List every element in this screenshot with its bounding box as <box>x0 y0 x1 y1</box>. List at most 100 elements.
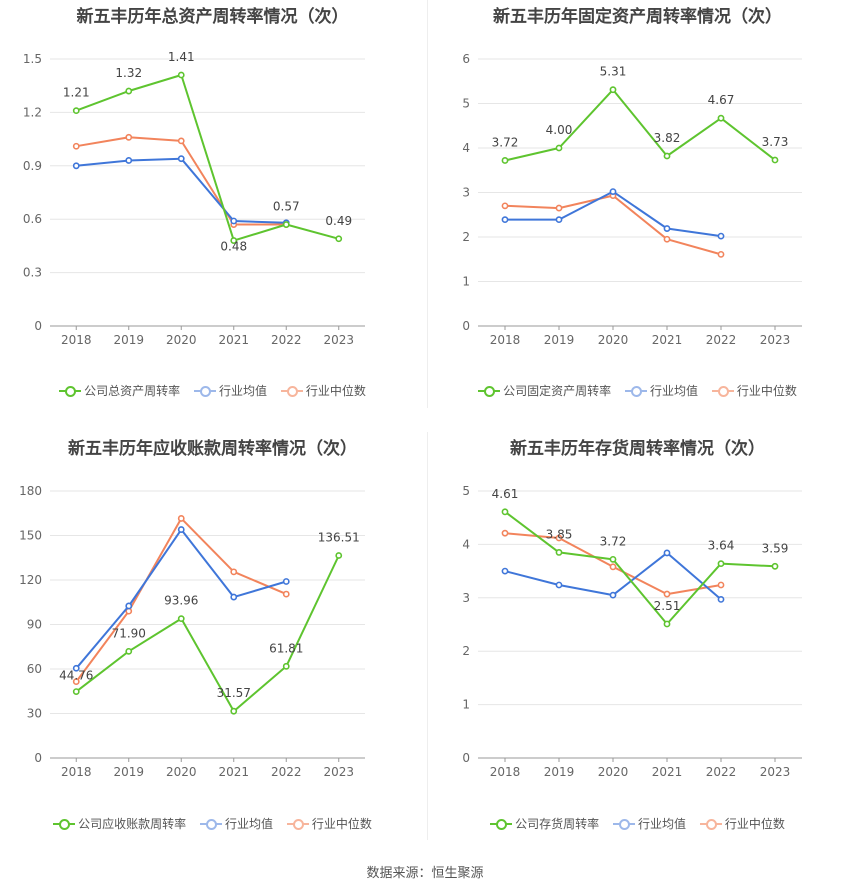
legend-marker-icon <box>699 818 722 830</box>
y-tick-label: 5 <box>462 97 470 111</box>
x-tick-label: 2021 <box>218 333 249 347</box>
data-label: 31.57 <box>217 686 251 700</box>
data-point-company <box>125 87 133 95</box>
data-point-median <box>72 142 80 150</box>
data-point-company <box>771 156 779 164</box>
legend-item-company[interactable]: 公司总资产周转率 <box>59 382 180 399</box>
y-tick-label: 0.3 <box>23 266 42 280</box>
legend-item-avg[interactable]: 行业均值 <box>624 382 698 399</box>
series-line-median <box>504 194 722 256</box>
data-point-avg <box>501 216 509 224</box>
x-tick-label: 2018 <box>490 765 521 779</box>
data-point-company <box>501 508 509 516</box>
x-tick-label: 2020 <box>598 333 629 347</box>
data-point-avg <box>125 602 133 610</box>
legend-item-company[interactable]: 公司存货周转率 <box>490 815 599 832</box>
chart-title: 新五丰历年固定资产周转率情况（次） <box>493 7 782 27</box>
x-tick-label: 2023 <box>323 333 354 347</box>
data-point-company <box>555 144 563 152</box>
legend-item-company[interactable]: 公司应收账款周转率 <box>53 815 186 832</box>
data-point-company <box>177 615 185 623</box>
data-point-avg <box>663 225 671 232</box>
data-label: 136.51 <box>318 531 360 545</box>
data-label: 2.51 <box>654 599 681 613</box>
data-label: 3.82 <box>654 131 681 145</box>
series-line-company <box>504 88 776 162</box>
series-line-company <box>75 555 340 713</box>
chart-title: 新五丰历年总资产周转率情况（次） <box>76 7 349 27</box>
data-label: 3.72 <box>600 534 627 548</box>
data-label: 3.73 <box>762 135 789 149</box>
y-tick-label: 0 <box>34 319 42 333</box>
data-label: 61.81 <box>269 641 303 655</box>
data-point-avg <box>72 664 80 672</box>
data-label: 0.49 <box>325 214 352 228</box>
data-point-median <box>663 235 671 243</box>
x-tick-label: 2018 <box>61 333 92 347</box>
data-label: 3.85 <box>546 527 573 541</box>
legend-marker-icon <box>193 385 216 397</box>
x-tick-label: 2022 <box>271 765 302 779</box>
y-tick-label: 2 <box>462 644 470 658</box>
data-label: 4.61 <box>492 487 519 501</box>
y-tick-label: 0 <box>462 319 470 333</box>
data-point-median <box>230 568 238 576</box>
data-label: 0.57 <box>273 200 300 214</box>
legend-item-median[interactable]: 行业中位数 <box>280 382 366 399</box>
legend-marker-icon <box>612 818 635 830</box>
legend-item-avg[interactable]: 行业均值 <box>193 382 267 399</box>
data-point-avg <box>717 596 725 603</box>
legend-marker-icon <box>53 818 76 830</box>
series-line-median <box>76 136 287 226</box>
x-tick-label: 2021 <box>652 765 683 779</box>
data-point-median <box>555 534 563 542</box>
legend-item-median[interactable]: 行业中位数 <box>711 382 797 399</box>
y-tick-label: 90 <box>27 618 42 632</box>
y-tick-label: 60 <box>27 662 42 676</box>
data-point-company <box>282 662 290 670</box>
x-tick-label: 2020 <box>598 765 629 779</box>
x-tick-label: 2019 <box>544 333 575 347</box>
data-label: 5.31 <box>600 65 627 79</box>
data-point-avg <box>501 567 509 575</box>
legend-marker-icon <box>286 818 309 830</box>
data-point-avg <box>230 217 238 225</box>
y-tick-label: 4 <box>462 141 470 155</box>
legend-item-avg[interactable]: 行业均值 <box>199 815 273 832</box>
chart-panel-fixed-asset-turnover: 新五丰历年固定资产周转率情况（次） 0 1 2 3 4 5 6 2018 2019 2020 202… <box>425 0 850 430</box>
data-point-avg <box>555 216 563 224</box>
y-tick-label: 1.2 <box>23 105 42 119</box>
data-point-avg <box>282 578 290 585</box>
x-tick-label: 2023 <box>760 765 791 779</box>
legend-item-median[interactable]: 行业中位数 <box>286 815 372 832</box>
x-tick-label: 2021 <box>652 333 683 347</box>
x-tick-label: 2019 <box>113 333 144 347</box>
data-label: 3.64 <box>708 539 735 553</box>
chart-panel-receivables-turnover: 新五丰历年应收账款周转率情况（次） 0 30 60 90 120 150 180 2018 20… <box>0 432 425 862</box>
chart-svg: 0 1 2 3 4 5 2018 2019 2020 2021 2022 2023 4.61 3.85 3.… <box>462 484 802 779</box>
data-point-company <box>555 549 563 556</box>
legend-item-company[interactable]: 公司固定资产周转率 <box>478 382 611 399</box>
y-tick-label: 0 <box>34 751 42 765</box>
data-point-avg <box>125 157 133 164</box>
x-tick-label: 2020 <box>166 333 197 347</box>
x-tick-label: 2020 <box>166 765 197 779</box>
data-point-median <box>663 590 671 598</box>
series-line-company <box>75 74 340 242</box>
data-point-company <box>663 152 671 160</box>
legend: 公司存货周转率 行业均值 行业中位数 <box>425 815 850 832</box>
legend: 公司固定资产周转率 行业均值 行业中位数 <box>425 382 850 399</box>
data-label: 4.00 <box>546 123 573 137</box>
legend-marker-icon <box>624 385 647 397</box>
data-point-company <box>717 560 725 568</box>
y-tick-label: 30 <box>27 707 42 721</box>
x-tick-label: 2019 <box>113 765 144 779</box>
data-label: 0.48 <box>220 240 247 254</box>
legend-marker-icon <box>59 385 82 397</box>
series-line-company <box>504 511 776 625</box>
x-tick-label: 2021 <box>218 765 249 779</box>
data-point-median <box>501 529 509 537</box>
legend-item-avg[interactable]: 行业均值 <box>612 815 686 832</box>
legend-item-median[interactable]: 行业中位数 <box>699 815 785 832</box>
y-tick-label: 120 <box>19 573 42 587</box>
